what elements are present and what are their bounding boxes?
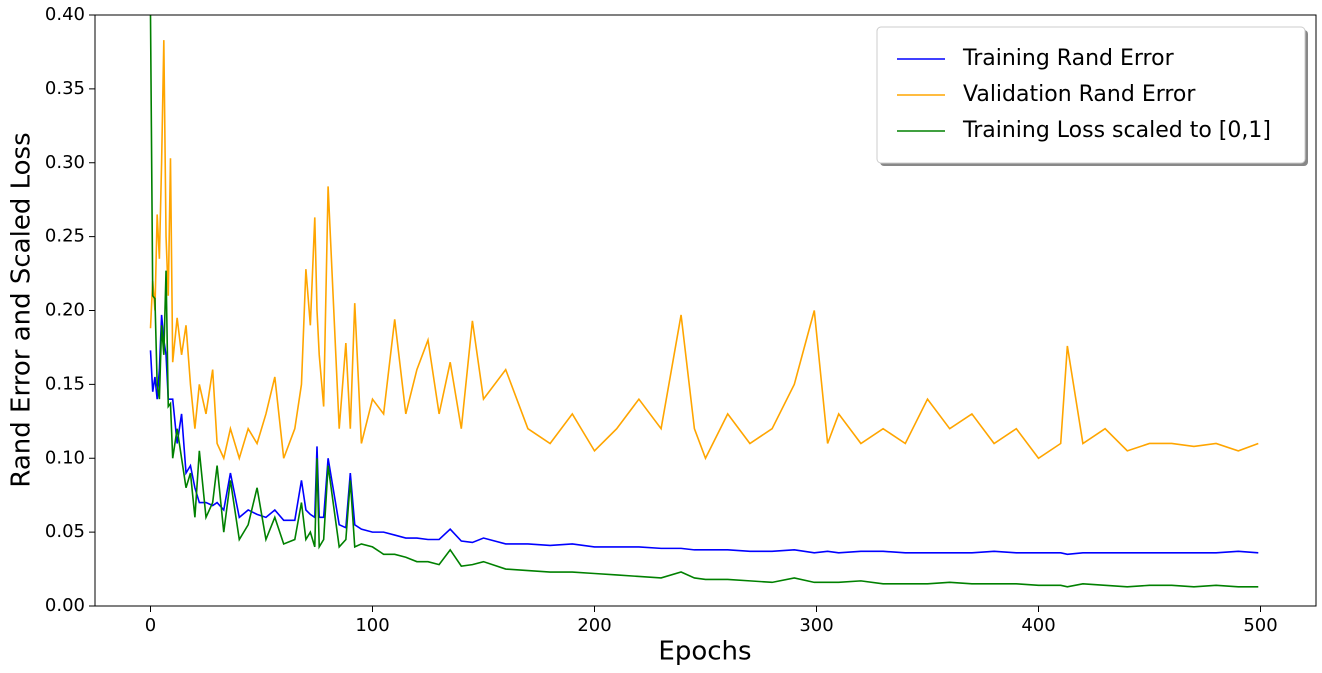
- x-tick-label: 500: [1243, 615, 1277, 636]
- plot-frame: [94, 14, 1317, 607]
- series-line: [149, 314, 1259, 556]
- y-tick-label: 0.10: [45, 447, 85, 468]
- y-tick-label: 0.40: [45, 4, 85, 25]
- legend-box: [876, 26, 1306, 164]
- x-tick-label: 0: [145, 615, 156, 636]
- series-line: [149, 40, 1259, 462]
- legend: Training Rand Error Validation Rand Error…: [876, 26, 1308, 166]
- y-tick-label: 0.20: [45, 300, 85, 321]
- x-tick-label: 300: [799, 615, 833, 636]
- x-axis-label: Epochs: [658, 637, 751, 667]
- y-tick-label: 0.25: [45, 226, 85, 247]
- y-tick-label: 0.35: [45, 78, 85, 99]
- y-tick-label: 0.05: [45, 521, 85, 542]
- y-tick-label: 0.00: [45, 595, 85, 616]
- legend-label: Validation Rand Error: [963, 82, 1196, 107]
- legend-label: Training Loss scaled to [0,1]: [962, 118, 1271, 143]
- series-line: [149, 15, 1259, 588]
- legend-label: Training Rand Error: [962, 46, 1175, 71]
- x-tick-label: 400: [1021, 615, 1055, 636]
- x-tick-label: 100: [355, 615, 389, 636]
- x-tick-label: 200: [577, 615, 611, 636]
- y-tick-label: 0.15: [45, 373, 85, 394]
- y-axis-label: Rand Error and Scaled Loss: [7, 132, 37, 487]
- y-tick-label: 0.30: [45, 152, 85, 173]
